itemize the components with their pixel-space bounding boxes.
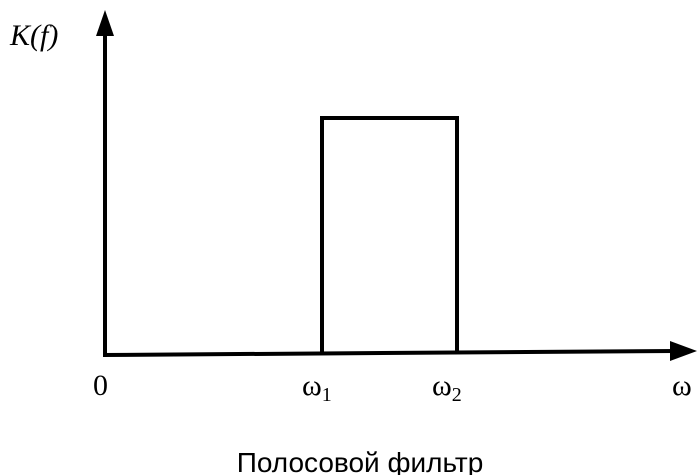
symbol: ω (302, 369, 322, 402)
passband (320, 116, 459, 355)
omega-1-label: ω1 (302, 369, 332, 406)
omega-2-label: ω2 (432, 369, 462, 406)
origin-label: 0 (93, 369, 108, 402)
subscript: 1 (322, 384, 332, 406)
symbol: ω (432, 369, 452, 402)
x-axis-label: ω (672, 369, 692, 402)
y-axis-label: K(f) (9, 19, 58, 52)
caption: Полосовой фильтр (237, 447, 484, 475)
subscript: 2 (452, 384, 462, 406)
x-axis-arrow (670, 341, 697, 361)
x-axis (102, 349, 676, 357)
y-axis-arrow (96, 10, 114, 36)
